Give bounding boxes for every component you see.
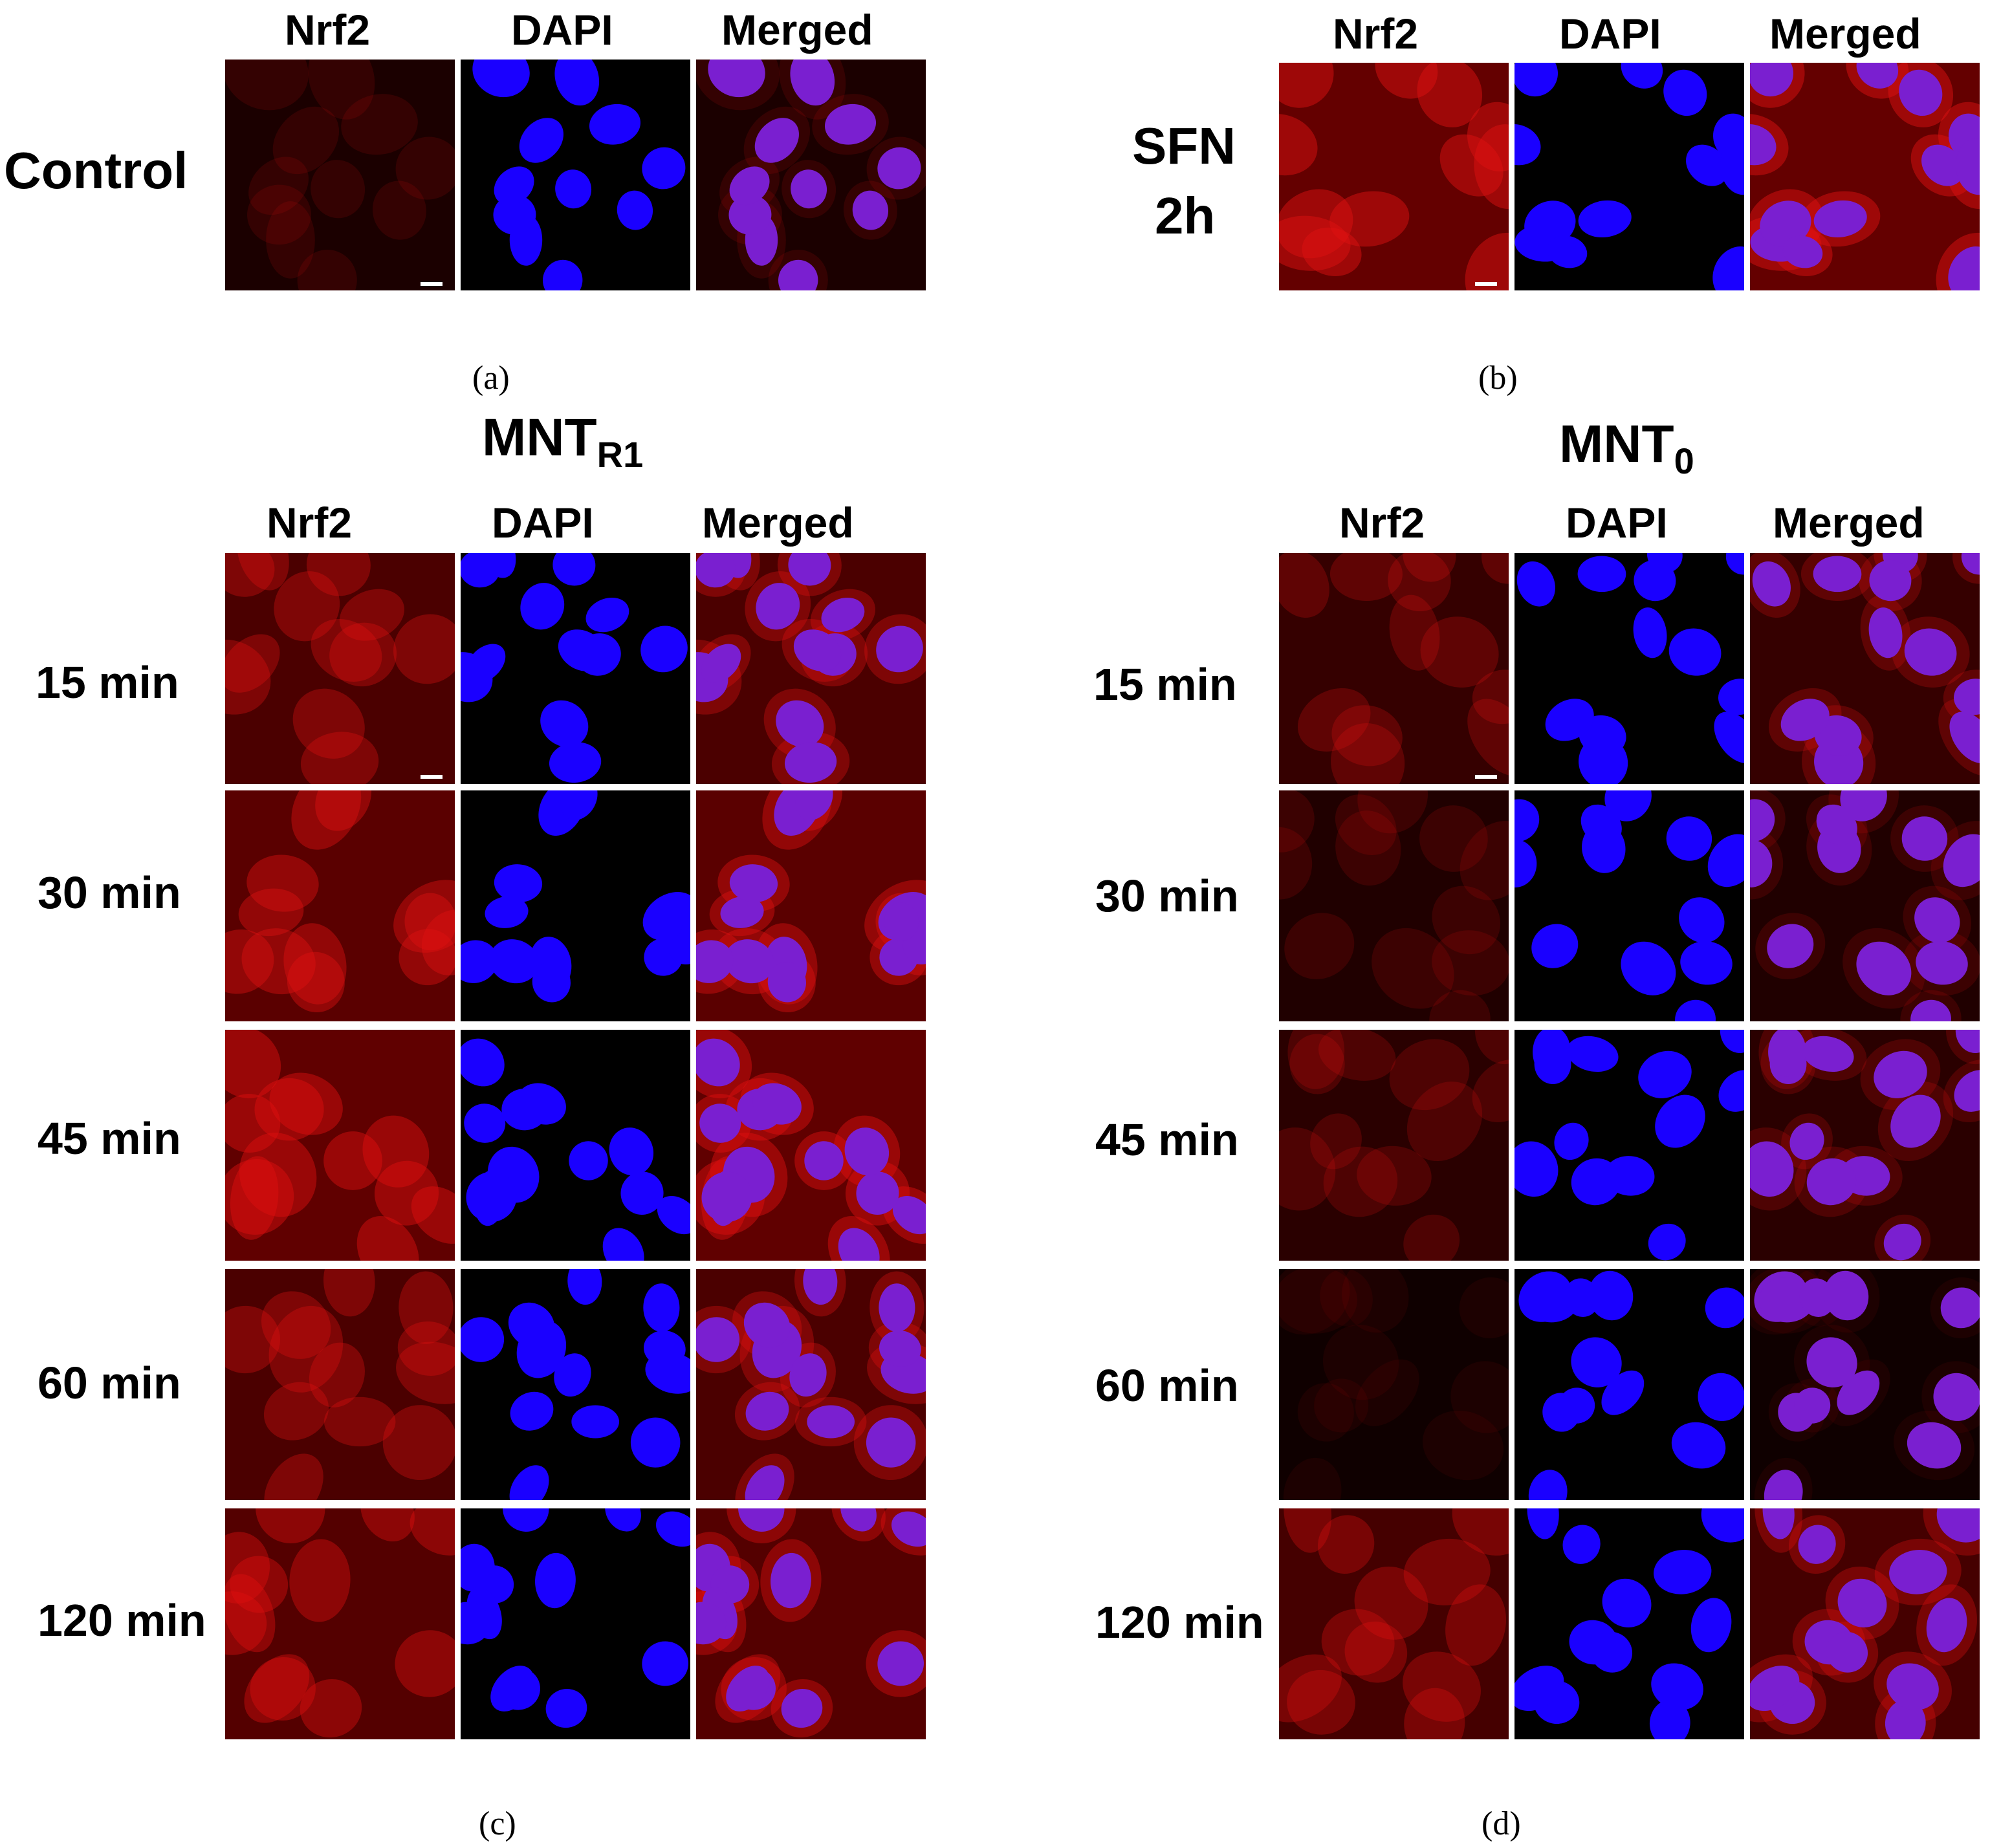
panel-d-header-dapi: DAPI (1566, 499, 1668, 547)
panel-a-dapi-image (461, 60, 690, 290)
panel-c-row-label-120: 120 min (38, 1595, 206, 1646)
panel-c-row5-nrf2-image (225, 1508, 455, 1739)
panel-a-header-nrf2: Nrf2 (285, 6, 371, 54)
panel-d-header-nrf2: Nrf2 (1339, 499, 1425, 547)
panel-d-row3-merged-image (1750, 1030, 1980, 1261)
scale-bar (1475, 282, 1497, 286)
panel-c-row4-dapi-image (461, 1269, 690, 1500)
panel-d-row-label-120: 120 min (1095, 1597, 1264, 1647)
panel-c-row5-dapi-image (461, 1508, 690, 1739)
panel-b-merged-image (1750, 63, 1980, 290)
panel-d-row2-merged-image (1750, 790, 1980, 1021)
panel-c-row4-nrf2-image (225, 1269, 455, 1500)
panel-c-row-label-15: 15 min (36, 657, 179, 708)
panel-a-header-merged: Merged (721, 6, 873, 54)
panel-d-row-label-30: 30 min (1095, 871, 1239, 921)
scale-bar (1475, 775, 1497, 779)
panel-a-merged-image (696, 60, 926, 290)
panel-a-row-label: Control (4, 142, 188, 199)
panel-c-row5-merged-image (696, 1508, 926, 1739)
panel-c-title: MNTR1 (482, 408, 644, 475)
panel-c-row3-dapi-image (461, 1030, 690, 1261)
panel-a-header-dapi: DAPI (511, 6, 613, 54)
panel-a-nrf2-image (225, 60, 455, 290)
panel-d-row5-nrf2-image (1279, 1508, 1509, 1739)
panel-d-row3-dapi-image (1514, 1030, 1744, 1261)
scale-bar (421, 282, 443, 286)
panel-d-row-label-15: 15 min (1093, 659, 1237, 710)
panel-c-header-dapi: DAPI (492, 499, 594, 547)
panel-c-header-merged: Merged (702, 499, 854, 547)
panel-c-row-label-60: 60 min (38, 1358, 181, 1408)
panel-b-header-merged: Merged (1769, 10, 1921, 58)
panel-c-header-nrf2: Nrf2 (267, 499, 353, 547)
panel-c-row1-nrf2-image (225, 553, 455, 784)
panel-c-row1-dapi-image (461, 553, 690, 784)
panel-c-row-label-30: 30 min (38, 867, 181, 918)
panel-d-row-label-45: 45 min (1095, 1114, 1239, 1165)
panel-d-row1-dapi-image (1514, 553, 1744, 784)
panel-c-row4-merged-image (696, 1269, 926, 1500)
panel-d-row5-dapi-image (1514, 1508, 1744, 1739)
panel-d-row4-dapi-image (1514, 1269, 1744, 1500)
panel-b-header-dapi: DAPI (1559, 10, 1661, 58)
panel-b-row-label-1: SFN (1132, 117, 1236, 175)
panel-b-nrf2-image (1279, 63, 1509, 290)
panel-d-row-label-60: 60 min (1095, 1360, 1239, 1411)
panel-b-header-nrf2: Nrf2 (1333, 10, 1419, 58)
panel-d-row1-merged-image (1750, 553, 1980, 784)
panel-d-caption: (d) (1482, 1805, 1521, 1842)
panel-c-caption: (c) (479, 1805, 516, 1842)
panel-d-row4-nrf2-image (1279, 1269, 1509, 1500)
panel-c-row-label-45: 45 min (38, 1113, 181, 1164)
panel-b-caption: (b) (1478, 360, 1518, 397)
panel-d-row4-merged-image (1750, 1269, 1980, 1500)
panel-d-row2-dapi-image (1514, 790, 1744, 1021)
panel-d-title: MNT0 (1559, 415, 1694, 481)
panel-c-row2-merged-image (696, 790, 926, 1021)
panel-c-row2-nrf2-image (225, 790, 455, 1021)
panel-a-caption: (a) (472, 360, 510, 397)
panel-d-row5-merged-image (1750, 1508, 1980, 1739)
panel-c-row2-dapi-image (461, 790, 690, 1021)
panel-d-header-merged: Merged (1773, 499, 1925, 547)
panel-d-row1-nrf2-image (1279, 553, 1509, 784)
panel-d-row2-nrf2-image (1279, 790, 1509, 1021)
panel-c-row3-merged-image (696, 1030, 926, 1261)
panel-c-row1-merged-image (696, 553, 926, 784)
panel-b-dapi-image (1514, 63, 1744, 290)
scale-bar (421, 775, 443, 779)
panel-c-row3-nrf2-image (225, 1030, 455, 1261)
panel-b-row-label-2: 2h (1155, 187, 1216, 245)
panel-d-row3-nrf2-image (1279, 1030, 1509, 1261)
